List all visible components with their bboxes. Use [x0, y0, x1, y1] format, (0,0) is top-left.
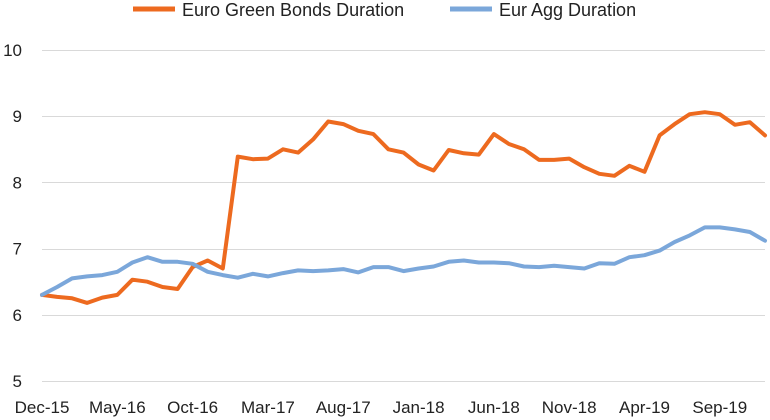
x-axis-ticks: Dec-15 May-16 Oct-16 Mar-17 Aug-17 Jan-18 Jun-…: [15, 398, 748, 417]
y-tick-label: 6: [13, 306, 22, 325]
x-tick-label: May-16: [89, 398, 146, 417]
gridlines: [42, 50, 765, 382]
legend: Euro Green Bonds Duration Eur Agg Duratio…: [133, 0, 636, 20]
x-tick-label: Jan-18: [393, 398, 445, 417]
x-tick-label: Aug-17: [316, 398, 371, 417]
y-tick-label: 8: [13, 173, 22, 192]
y-tick-label: 9: [13, 107, 22, 126]
x-tick-label: Jun-18: [468, 398, 520, 417]
y-axis-ticks: 5 6 7 8 9 10: [3, 41, 22, 391]
x-tick-label: Oct-16: [167, 398, 218, 417]
series-line-0: [40, 110, 767, 305]
y-tick-label: 7: [13, 240, 22, 259]
x-tick-label: Mar-17: [241, 398, 295, 417]
y-tick-label: 5: [13, 372, 22, 391]
legend-label-1: Eur Agg Duration: [499, 0, 636, 20]
x-tick-label: Dec-15: [15, 398, 70, 417]
x-tick-label: Apr-19: [619, 398, 670, 417]
legend-label-0: Euro Green Bonds Duration: [182, 0, 404, 20]
y-tick-label: 10: [3, 41, 22, 60]
x-tick-label: Nov-18: [542, 398, 597, 417]
series-lines: [40, 110, 767, 305]
x-tick-label: Sep-19: [692, 398, 747, 417]
